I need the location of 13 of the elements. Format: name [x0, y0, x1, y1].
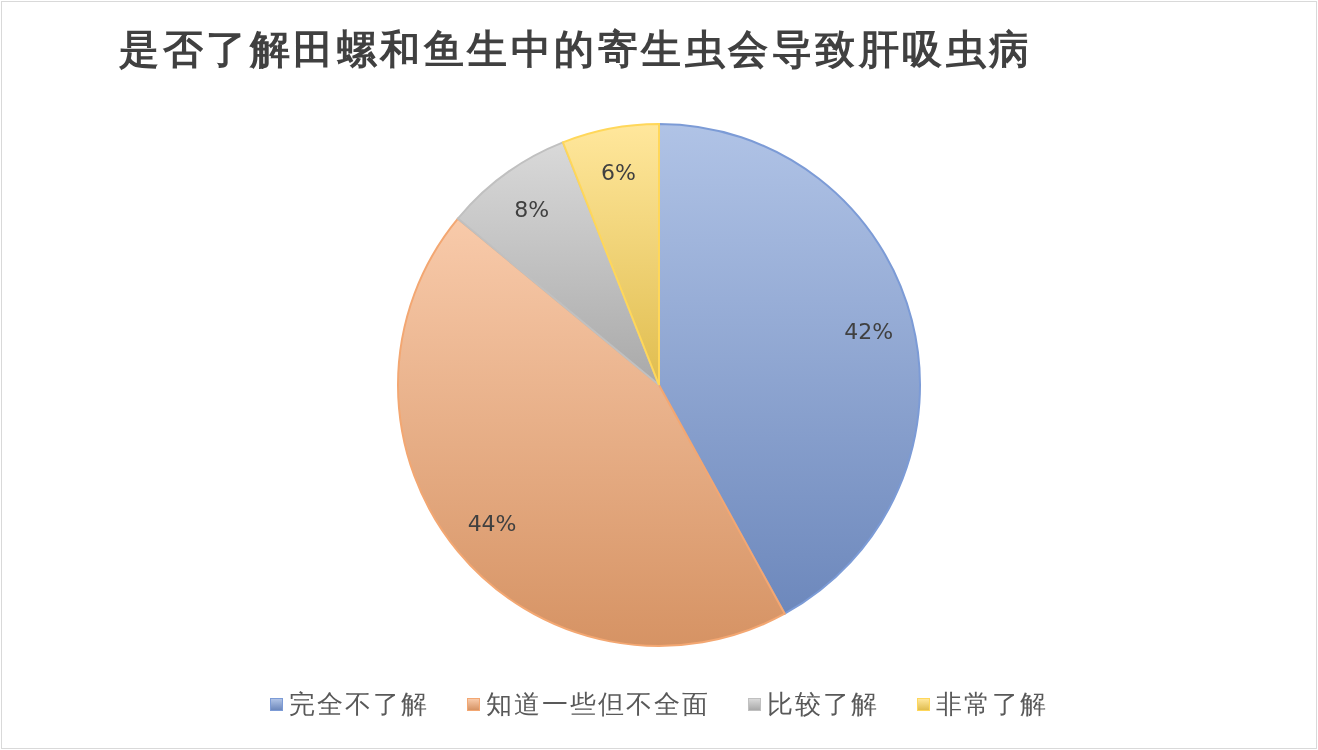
data-label: 42%	[844, 318, 894, 344]
legend-label: 知道一些但不全面	[486, 688, 710, 721]
pie-slice	[658, 123, 921, 615]
pie-slice	[397, 217, 786, 647]
legend-label: 完全不了解	[289, 688, 429, 721]
legend-label: 比较了解	[767, 688, 879, 721]
data-label: 6%	[600, 159, 636, 185]
data-label: 44%	[467, 510, 517, 536]
pie-slice	[456, 141, 660, 386]
pie-slice	[561, 123, 660, 386]
legend-label: 非常了解	[936, 688, 1048, 721]
chart-title: 是否了解田螺和鱼生中的寄生虫会导致肝吸虫病	[119, 25, 1033, 74]
data-label: 8%	[514, 197, 550, 223]
